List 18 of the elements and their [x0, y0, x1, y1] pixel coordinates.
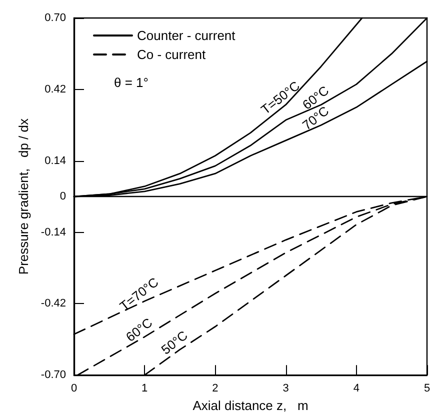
x-tick-label: 4: [353, 382, 360, 395]
x-tick-label: 2: [212, 382, 218, 395]
y-tick-label: 0: [60, 190, 66, 203]
y-axis-title: Pressure gradient, dp / dx: [16, 118, 32, 275]
x-tick-label: 5: [424, 382, 430, 395]
x-tick-label: 0: [70, 382, 78, 395]
x-tick-label: 3: [282, 382, 289, 395]
legend-label: Co - current: [137, 47, 206, 62]
annotation: θ = 1°: [114, 75, 148, 90]
x-tick-label: 1: [142, 382, 148, 395]
legend-label: Counter - current: [137, 28, 236, 43]
y-tick-label: -0.70: [40, 369, 66, 382]
x-axis-title: Axial distance z, m: [192, 398, 308, 413]
y-tick-label: -0.42: [40, 298, 66, 310]
y-tick-label: 0.70: [44, 12, 66, 24]
y-tick-label: 0.14: [44, 154, 66, 167]
y-tick-label: 0.42: [44, 83, 66, 96]
y-tick-label: -0.14: [40, 226, 66, 238]
